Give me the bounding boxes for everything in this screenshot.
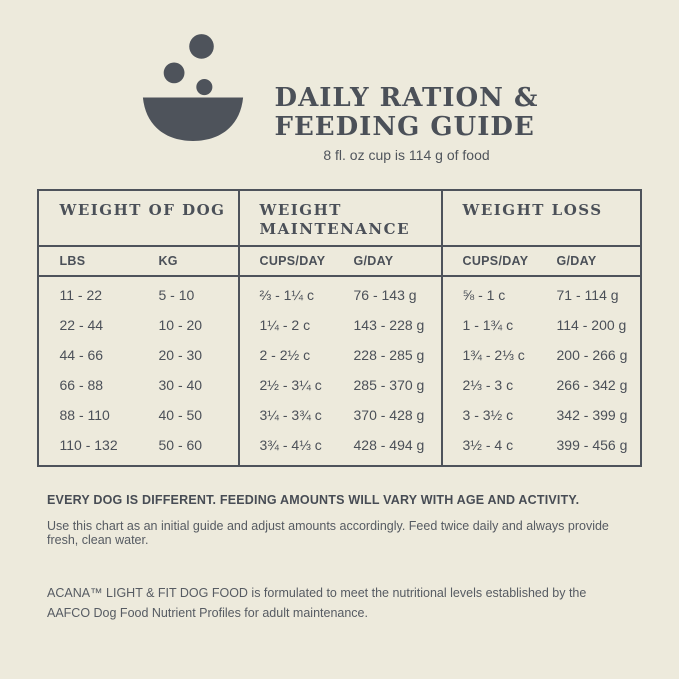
cell-loss-cups: 3 - 3½ c [440,399,537,430]
group-header-weight-loss: WEIGHT LOSS [440,190,641,247]
kibble-dot-medium [163,62,185,84]
cell-maintenance-grams: 428 - 494 g [353,436,425,453]
group-header-weight-of-dog: WEIGHT OF DOG [38,190,239,247]
cell-kg: 10 - 20 [158,316,203,333]
kibble-dot-small [195,79,212,96]
header: DAILY RATION & FEEDING GUIDE 8 fl. oz cu… [0,0,679,163]
table-row: 44 - 66 20 - 30 2 - 2½ c 228 - 285 g 1¾ … [38,339,640,370]
cell-maintenance-cups: 2½ - 3¼ c [237,369,334,400]
table-row: 110 - 132 50 - 60 3¾ - 4⅓ c 428 - 494 g … [38,429,640,466]
table-row: 11 - 22 5 - 10 ⅔ - 1¼ c 76 - 143 g ⅝ - 1… [38,275,640,310]
cell-loss-grams: 71 - 114 g [556,286,619,303]
cell-kg: 50 - 60 [158,436,203,453]
subheader-loss-cups: CUPS/DAY [440,245,537,277]
cell-maintenance-cups: ⅔ - 1¼ c [237,275,334,310]
table-row: 22 - 44 10 - 20 1¼ - 2 c 143 - 228 g 1 -… [38,309,640,340]
dog-bowl-icon [141,32,245,144]
cell-loss-grams: 399 - 456 g [556,436,628,453]
cell-lbs: 88 - 110 [59,406,110,423]
cell-loss-grams: 342 - 399 g [556,406,628,423]
cell-loss-cups: 1¾ - 2⅓ c [440,339,537,370]
page-title-line-2: FEEDING GUIDE [274,111,535,142]
subheader-lbs: LBS [38,245,139,277]
cup-measure-note: 8 fl. oz cup is 114 g of food [323,147,490,164]
cell-kg: 20 - 30 [158,346,203,363]
cell-loss-cups: ⅝ - 1 c [440,275,537,310]
cell-maintenance-grams: 143 - 228 g [353,316,425,333]
cell-maintenance-cups: 1¼ - 2 c [237,309,334,340]
cell-lbs: 11 - 22 [59,286,103,303]
subheader-maintenance-grams: G/DAY [333,245,442,277]
cell-kg: 30 - 40 [158,376,203,393]
group-header-weight-maintenance: WEIGHT MAINTENANCE [237,190,442,247]
subheader-kg: KG [138,245,239,277]
cell-lbs: 44 - 66 [59,346,104,363]
feeding-guide-table: WEIGHT OF DOG WEIGHT MAINTENANCE WEIGHT … [37,189,642,467]
cell-lbs: 110 - 132 [59,436,118,453]
cell-loss-cups: 1 - 1¾ c [440,309,537,340]
title-block: DAILY RATION & FEEDING GUIDE 8 fl. oz cu… [275,32,539,163]
cell-maintenance-cups: 3¾ - 4⅓ c [237,429,334,466]
cell-loss-grams: 114 - 200 g [556,316,627,333]
cell-maintenance-cups: 3¼ - 3¾ c [237,399,334,430]
subheader-maintenance-cups: CUPS/DAY [237,245,334,277]
cell-loss-grams: 266 - 342 g [556,376,628,393]
cell-loss-cups: 2⅓ - 3 c [440,369,537,400]
page-title-line-1: DAILY RATION & [274,83,539,113]
cell-maintenance-grams: 228 - 285 g [353,346,425,363]
cell-maintenance-grams: 76 - 143 g [353,286,417,303]
cell-loss-cups: 3½ - 4 c [440,429,537,466]
footer-aafco-statement: ACANA™ LIGHT & FIT DOG FOOD is formulate… [47,585,587,620]
cell-kg: 40 - 50 [158,406,203,423]
cell-loss-grams: 200 - 266 g [556,346,628,363]
table-row: 66 - 88 30 - 40 2½ - 3¼ c 285 - 370 g 2⅓… [38,369,640,400]
bowl-shape [142,97,243,141]
cell-maintenance-grams: 370 - 428 g [353,406,425,423]
cell-lbs: 66 - 88 [59,376,104,393]
kibble-dot-large [188,34,214,59]
footer-disclaimer-bold: EVERY DOG IS DIFFERENT. FEEDING AMOUNTS … [47,492,580,507]
footer-usage-note: Use this chart as an initial guide and a… [47,518,609,547]
footer: EVERY DOG IS DIFFERENT. FEEDING AMOUNTS … [47,493,632,623]
subheader-loss-grams: G/DAY [536,245,641,277]
cell-kg: 5 - 10 [158,286,195,303]
cell-maintenance-cups: 2 - 2½ c [237,339,334,370]
table-row: 88 - 110 40 - 50 3¼ - 3¾ c 370 - 428 g 3… [38,399,640,430]
cell-lbs: 22 - 44 [59,316,104,333]
cell-maintenance-grams: 285 - 370 g [353,376,425,393]
